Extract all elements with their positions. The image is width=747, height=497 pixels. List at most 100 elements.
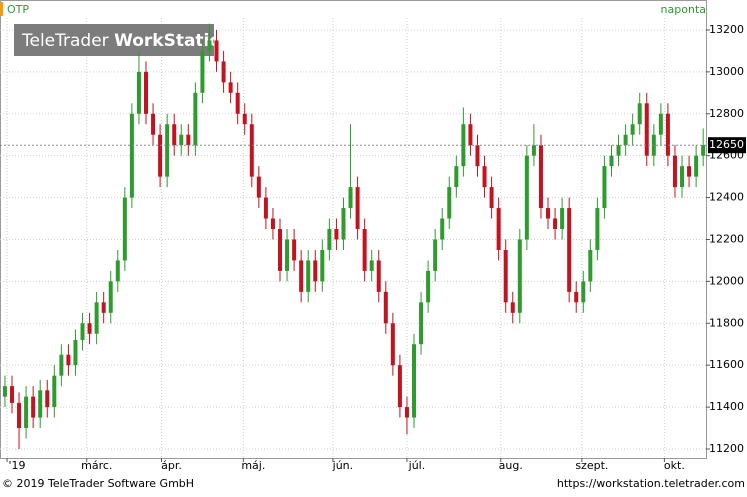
candle-body (122, 197, 127, 261)
candle-body (52, 375, 57, 408)
y-tick-label: 11200 (709, 442, 744, 455)
plot-frame (0, 0, 707, 459)
watermark-part: WorkStation (114, 31, 233, 51)
candle-body (517, 239, 522, 313)
candle-body (9, 386, 14, 403)
candle-body (221, 61, 226, 83)
candle-body (263, 197, 268, 219)
candle-body (510, 302, 515, 313)
x-tick-label: '19 (9, 459, 26, 472)
candle-body (658, 113, 663, 135)
candle-body (278, 229, 283, 271)
candle-body (694, 155, 699, 177)
candle-body (31, 396, 36, 418)
candle-body (158, 134, 163, 177)
candle-body (235, 92, 240, 114)
candle-body (355, 187, 360, 229)
candle-body (503, 249, 508, 303)
candle-body (80, 323, 85, 341)
candle-body (341, 208, 346, 240)
candle-body (588, 249, 593, 282)
candle-body (73, 340, 78, 366)
x-tick-label: jún. (332, 459, 354, 472)
candle-body (45, 390, 50, 408)
y-tick-label: 12800 (709, 107, 744, 120)
candle-body (630, 124, 635, 135)
y-tick-label: 13000 (709, 65, 744, 78)
candle-body (531, 145, 536, 156)
candle-body (165, 124, 170, 177)
candle-body (348, 187, 353, 209)
y-tick-label: 12200 (709, 232, 744, 245)
x-tick-label: szept. (575, 459, 608, 472)
candle-body (538, 145, 543, 209)
candle-body (461, 124, 466, 167)
interval-label: naponta (661, 3, 706, 16)
candle-body (193, 92, 198, 146)
candle-body (581, 281, 586, 303)
candle-body (574, 291, 579, 303)
watermark-part: TeleTrader (21, 31, 109, 51)
candle-body (327, 229, 332, 250)
candle-body (616, 145, 621, 156)
y-tick-label: 11400 (709, 400, 744, 413)
candle-body (334, 229, 339, 240)
candle-body (567, 208, 572, 292)
candle-body (383, 291, 388, 324)
candle-body (228, 82, 233, 93)
x-tick-label: ápr. (161, 459, 182, 472)
watermark: TeleTrader WorkStation (21, 31, 233, 51)
candle-body (143, 71, 148, 114)
candle-body (24, 396, 29, 429)
candle-body (186, 134, 191, 146)
candle-body (602, 166, 607, 209)
candle-body (151, 113, 156, 135)
candle-body (376, 260, 381, 292)
candle-body (87, 323, 92, 334)
candle-body (115, 260, 120, 282)
x-tick-label: aug. (499, 459, 523, 472)
candle-body (2, 386, 7, 397)
candle-body (397, 365, 402, 408)
candle-body (299, 260, 304, 292)
y-tick-label: 12400 (709, 191, 744, 204)
candle-body (179, 134, 184, 146)
candle-body (313, 260, 318, 282)
candle-body (546, 208, 551, 219)
candle-body (637, 103, 642, 125)
candle-body (560, 208, 565, 229)
last-price-label: 12650 (709, 138, 744, 151)
candle-body (412, 344, 417, 418)
candle-body (665, 113, 670, 156)
candle-body (680, 166, 685, 188)
candle-body (369, 260, 374, 271)
x-tick-label: máj. (241, 459, 265, 472)
candle-body (447, 187, 452, 219)
x-tick-label: márc. (81, 459, 112, 472)
candle-body (687, 166, 692, 177)
candle-body (468, 124, 473, 146)
candle-body (553, 218, 558, 229)
last-price-box (708, 137, 746, 154)
x-tick-label: okt. (664, 459, 685, 472)
candle-body (249, 124, 254, 177)
y-tick-label: 13200 (709, 23, 744, 36)
footer-right: https://workstation.teletrader.com (557, 477, 745, 490)
candle-body (66, 354, 71, 366)
candle-body (672, 155, 677, 188)
candle-body (623, 134, 628, 146)
candle-body (207, 40, 212, 51)
candle-body (292, 239, 297, 261)
candle-body (256, 176, 261, 198)
candle-body (200, 50, 205, 93)
candle-body (419, 302, 424, 345)
candle-body (320, 249, 325, 282)
symbol-marker (0, 2, 3, 16)
candle-body (524, 155, 529, 240)
candle-body (172, 124, 177, 146)
candle-body (609, 155, 614, 167)
candle-body (390, 323, 395, 366)
candle-body (440, 218, 445, 240)
candle-body (482, 166, 487, 188)
